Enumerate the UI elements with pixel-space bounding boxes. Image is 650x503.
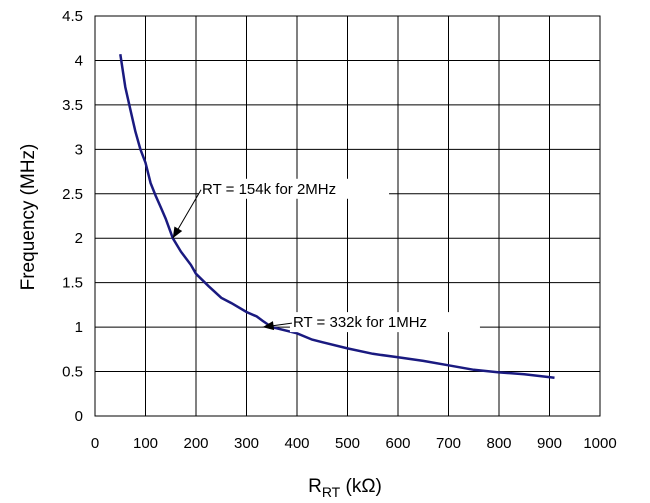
x-tick-label: 1000 [583,435,616,452]
grid [94,15,601,417]
x-tick-label: 200 [183,435,208,452]
x-axis-title-subscript: RT [322,484,341,500]
y-tick-label: 4.5 [62,8,83,25]
annotation: RT = 332k for 1MHz [262,312,480,333]
y-tick-label: 3 [75,141,83,158]
x-tick-label: 300 [234,435,259,452]
x-tick-label: 900 [537,435,562,452]
annotation-arrowhead [262,321,275,331]
plot-frame [94,15,601,417]
y-tick-label: 0 [75,408,83,425]
y-tick-label: 2 [75,230,83,247]
annotation-label: RT = 332k for 1MHz [293,314,427,331]
x-tick-label: 400 [284,435,309,452]
annotation-background [289,312,480,333]
annotation: RT = 154k for 2MHz [172,178,390,239]
y-tick-label: 1.5 [62,275,83,292]
x-tick-label: 800 [486,435,511,452]
annotation-arrowhead [172,226,183,239]
x-axis-title-unit: (kΩ) [340,476,382,497]
x-tick-label: 600 [385,435,410,452]
annotation-background [199,178,390,199]
x-tick-label: 0 [91,435,99,452]
y-tick-label: 2.5 [62,186,83,203]
series-line [119,54,555,380]
y-tick-label: 4 [75,52,83,69]
annotations: RT = 154k for 2MHz RT = 332k for 1MHz [172,178,480,333]
y-tick-label: 1 [75,319,83,336]
x-tick-label: 700 [436,435,461,452]
x-tick-labels: 0 100 200 300 400 500 600 700 800 900 1000 [91,435,617,452]
y-tick-labels: 0 0.5 1 1.5 2 2.5 3 3.5 4 4.5 [62,8,83,425]
y-axis-title: Frequency (MHz) [18,144,39,291]
y-tick-label: 0.5 [62,364,83,381]
x-axis-title: RRT (kΩ) [308,476,382,500]
y-tick-label: 3.5 [62,97,83,114]
x-axis-title-main: R [308,476,322,497]
x-tick-label: 100 [133,435,158,452]
annotation-label: RT = 154k for 2MHz [202,181,336,198]
x-tick-label: 500 [335,435,360,452]
